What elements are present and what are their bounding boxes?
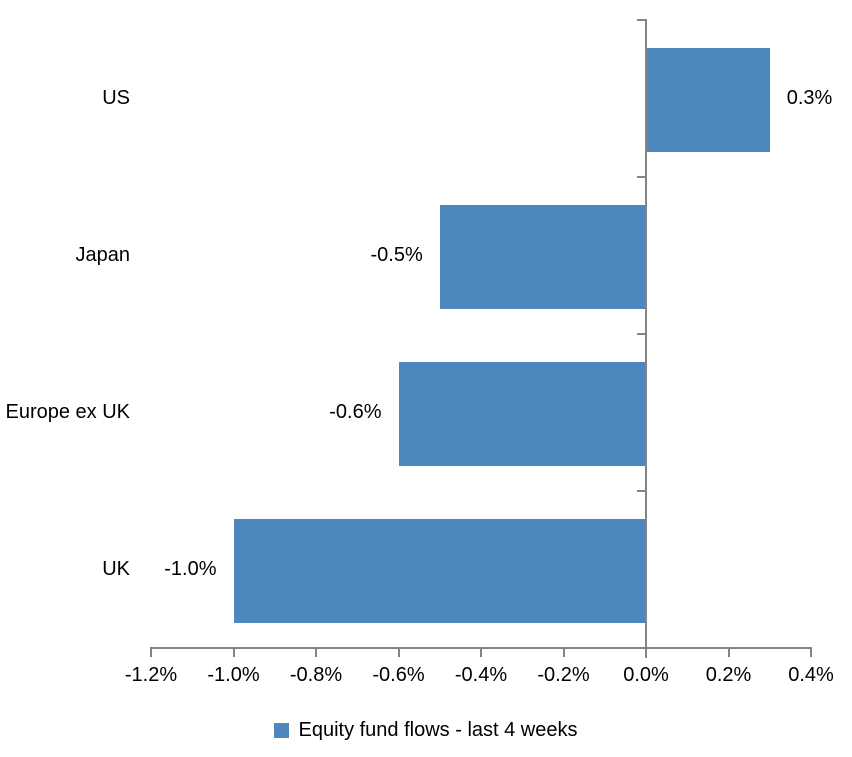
category-axis-tick [637, 333, 645, 335]
legend-label: Equity fund flows - last 4 weeks [298, 718, 578, 741]
category-axis-tick [637, 19, 645, 21]
x-tick-label: -1.0% [207, 664, 260, 686]
data-label: -0.6% [329, 401, 382, 423]
category-axis-tick [637, 176, 645, 178]
bar [398, 362, 646, 466]
category-axis-line [645, 19, 647, 658]
category-label: Europe ex UK [5, 401, 130, 423]
category-label: Japan [75, 244, 131, 266]
legend: Equity fund flows - last 4 weeks [0, 714, 852, 746]
x-axis-tick [480, 648, 482, 657]
x-tick-label: -1.2% [124, 664, 178, 686]
x-tick-label: -0.2% [537, 664, 590, 686]
x-tick-label: -0.8% [289, 664, 343, 686]
x-tick-label: -0.4% [454, 664, 508, 686]
x-axis-tick [397, 648, 400, 657]
x-axis-tick [562, 648, 565, 657]
category-label: UK [102, 558, 130, 580]
x-axis-tick [150, 648, 152, 657]
x-axis-tick [315, 648, 317, 657]
x-axis-tick [645, 648, 647, 657]
x-tick-label: -0.6% [372, 664, 425, 686]
x-tick-label: 0.0% [623, 664, 669, 686]
bar [439, 205, 646, 309]
bar [646, 48, 770, 152]
data-label: -1.0% [164, 558, 217, 580]
category-axis-tick [637, 490, 645, 492]
bar [233, 519, 646, 623]
data-label: 0.3% [786, 87, 833, 109]
x-tick-label: 0.4% [788, 664, 834, 686]
x-axis-tick [727, 648, 730, 657]
legend-marker-icon [274, 722, 290, 738]
category-label: US [102, 87, 130, 109]
data-label: -0.5% [370, 244, 423, 266]
x-axis-tick [232, 648, 235, 657]
x-axis-tick [810, 648, 812, 657]
x-tick-label: 0.2% [705, 664, 752, 686]
